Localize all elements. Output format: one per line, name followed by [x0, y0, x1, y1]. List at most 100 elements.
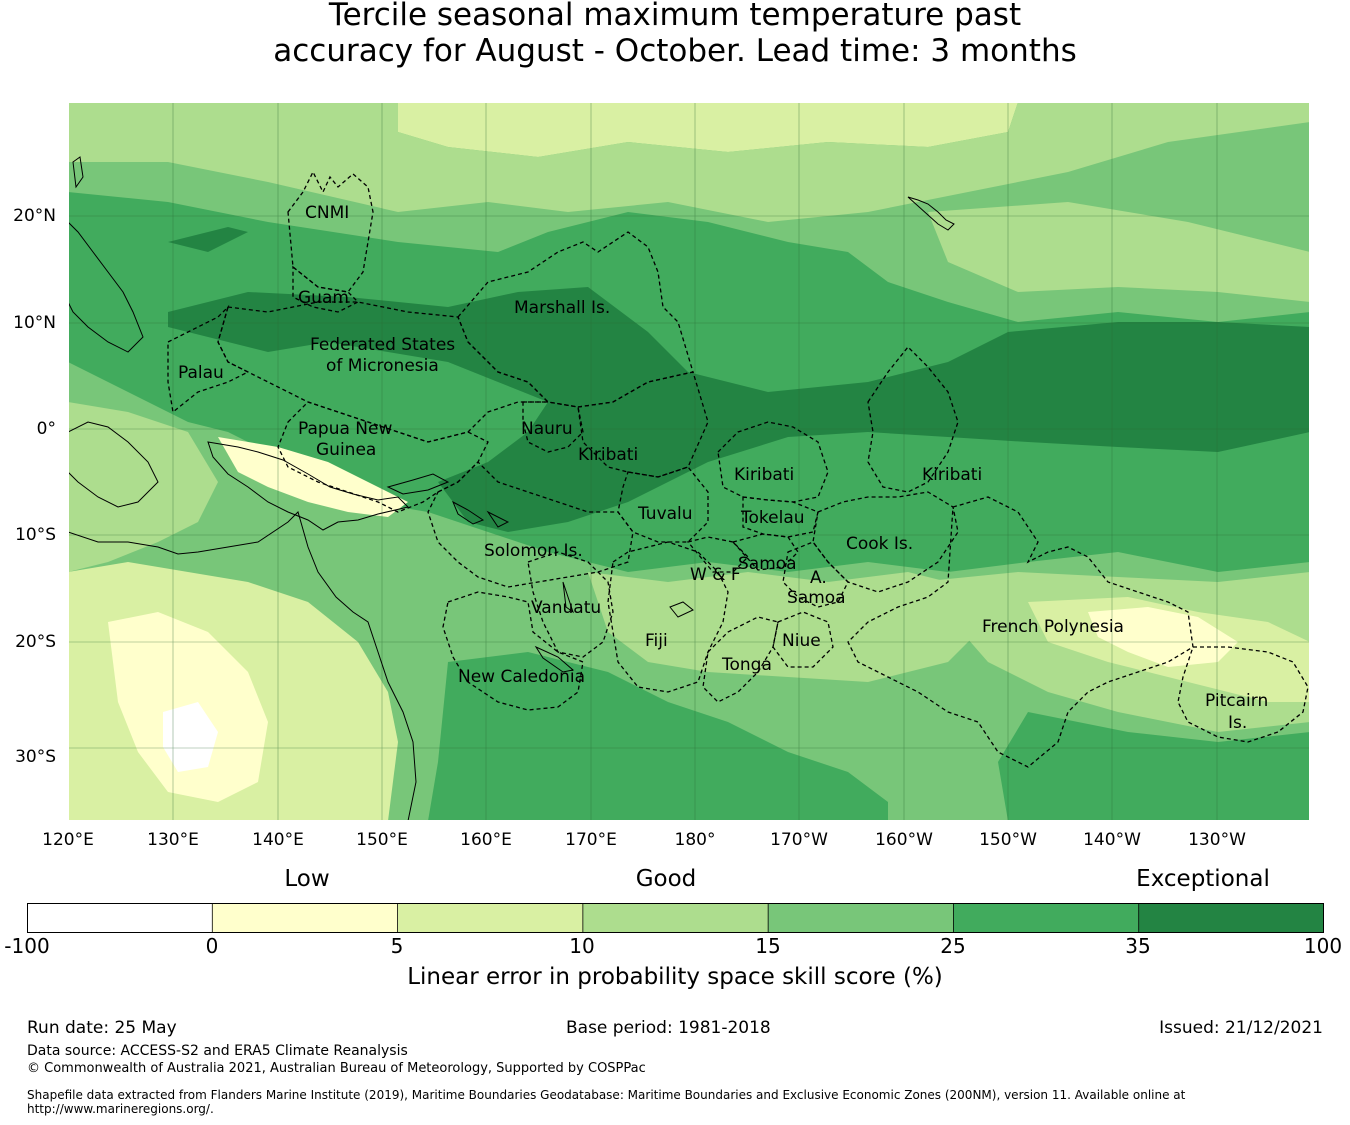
- label-marshall-is: Marshall Is.: [514, 298, 610, 318]
- colorbar: [27, 903, 1324, 933]
- legend-category-exceptional: Exceptional: [1136, 866, 1270, 892]
- label-fsm-line1: Federated States: [310, 335, 455, 355]
- lon-label: 140°W: [1083, 830, 1141, 850]
- skill-zone-northeast-light: [928, 202, 1310, 302]
- eez-french-polynesia: [847, 496, 1194, 768]
- new-caledonia-coast: [534, 645, 575, 673]
- skill-zone-australia-white: [163, 702, 218, 772]
- map-title-line-2: accuracy for August - October. Lead time…: [273, 33, 1077, 69]
- colorbar-tick: 100: [1303, 934, 1343, 958]
- australia-coast: [68, 511, 417, 821]
- region-labels: CNMI Guam Marshall Is. Federated States …: [178, 203, 1268, 733]
- label-pitcairn-line1: Pitcairn: [1205, 691, 1268, 711]
- colorbar-bin-0-5: [212, 903, 398, 933]
- eez-wallis-futuna: [686, 536, 749, 573]
- lon-label: 180°: [674, 830, 716, 850]
- eez-niue: [772, 611, 834, 668]
- colorbar-tick: 10: [569, 934, 595, 958]
- eez-tuvalu: [617, 466, 709, 543]
- label-fsm-line2: of Micronesia: [326, 356, 439, 376]
- label-tuvalu: Tuvalu: [637, 504, 693, 524]
- colorbar-bin-15-25: [768, 903, 954, 933]
- colorbar-tick: 0: [205, 934, 219, 958]
- colorbar-bin-35-100: [1138, 903, 1324, 933]
- new-guinea-coast: [207, 441, 409, 531]
- base-period: Base period: 1981-2018: [566, 1018, 771, 1038]
- label-kiribati-gilbert: Kiribati: [578, 445, 638, 465]
- label-new-caledonia: New Caledonia: [458, 667, 585, 687]
- skill-zone-south-medium: [428, 652, 888, 821]
- colorbar-label: Linear error in probability space skill …: [407, 964, 943, 990]
- lat-label: 20°S: [15, 632, 56, 652]
- eez-fsm: [217, 301, 550, 443]
- eez-cook: [812, 491, 959, 593]
- lon-label: 150°W: [979, 830, 1037, 850]
- eez-nauru: [522, 401, 584, 453]
- lat-label: 30°S: [15, 747, 56, 767]
- lon-label: 170°E: [565, 830, 617, 850]
- colorbar-bin-10-15: [582, 903, 769, 933]
- label-tokelau: Tokelau: [740, 508, 805, 528]
- label-vanuatu: Vanuatu: [531, 598, 601, 618]
- lon-label: 160°W: [875, 830, 933, 850]
- coastlines: [68, 156, 955, 821]
- colorbar-tick: 35: [1125, 934, 1151, 958]
- eez-solomon: [427, 461, 634, 588]
- colorbar-tick: 25: [940, 934, 966, 958]
- label-solomon-is: Solomon Is.: [484, 541, 583, 561]
- eez-tonga: [702, 616, 779, 703]
- skill-score-map: CNMI Guam Marshall Is. Federated States …: [68, 102, 1310, 821]
- lon-label: 150°E: [356, 830, 408, 850]
- lat-label: 10°S: [15, 525, 56, 545]
- colorbar-tick: -100: [4, 934, 50, 958]
- skill-zone-south-light: [588, 572, 988, 682]
- label-nauru: Nauru: [521, 419, 573, 439]
- colorbar-bin--100-0: [27, 903, 213, 933]
- solomon-islands-coast: [452, 500, 510, 528]
- label-guam: Guam: [298, 288, 349, 308]
- legend-category-good: Good: [635, 866, 697, 892]
- label-cnmi: CNMI: [305, 203, 349, 223]
- eez-kiribati-line: [867, 346, 959, 493]
- graticule: [68, 102, 1310, 821]
- data-source: Data source: ACCESS-S2 and ERA5 Climate …: [27, 1043, 408, 1059]
- marineregions-link[interactable]: http://www.marineregions.org/.: [27, 1102, 214, 1116]
- colorbar-tick: 15: [755, 934, 781, 958]
- map-frame: [68, 102, 1310, 821]
- skill-zone-north-pale: [398, 102, 1018, 157]
- colorbar-bin-25-35: [953, 903, 1139, 933]
- eez-boundaries: [167, 170, 1309, 768]
- philippines-coast: [68, 221, 144, 353]
- indonesia-coast: [68, 421, 159, 508]
- skill-zone-microfeature-dark: [168, 227, 248, 252]
- legend-category-low: Low: [284, 866, 330, 892]
- colorbar-tick: 5: [390, 934, 404, 958]
- lon-label: 130°E: [147, 830, 199, 850]
- eez-new-caledonia: [442, 591, 584, 711]
- eez-guam: [292, 265, 360, 313]
- skill-zone-north-light: [68, 102, 1310, 222]
- label-tonga: Tonga: [721, 655, 772, 675]
- issued-date: Issued: 21/12/2021: [1159, 1018, 1323, 1038]
- taiwan-coast: [72, 156, 84, 189]
- colorbar-frame: [27, 903, 1324, 933]
- map-title-line-1: Tercile seasonal maximum temperature pas…: [328, 0, 1022, 33]
- label-png-line2: Guinea: [316, 440, 376, 460]
- eez-kiribati-gilbert: [577, 371, 709, 478]
- run-date: Run date: 25 May: [27, 1018, 177, 1038]
- eez-vanuatu: [527, 551, 614, 658]
- lat-label: 0°: [36, 419, 56, 439]
- lon-label: 120°E: [42, 830, 94, 850]
- lat-label: 20°N: [13, 206, 56, 226]
- eez-american-samoa: [782, 541, 849, 608]
- eez-palau: [167, 304, 250, 414]
- label-american-samoa-line1: A.: [810, 568, 827, 588]
- lat-label: 10°N: [13, 313, 56, 333]
- eez-samoa: [731, 533, 799, 571]
- skill-zone-equatorial-dark: [168, 287, 1310, 532]
- label-kiribati-line: Kiribati: [922, 465, 982, 485]
- label-fiji: Fiji: [645, 631, 668, 651]
- lon-label: 130°W: [1188, 830, 1246, 850]
- eez-kiribati-phoenix: [717, 421, 829, 503]
- label-pitcairn-line2: Is.: [1228, 713, 1247, 733]
